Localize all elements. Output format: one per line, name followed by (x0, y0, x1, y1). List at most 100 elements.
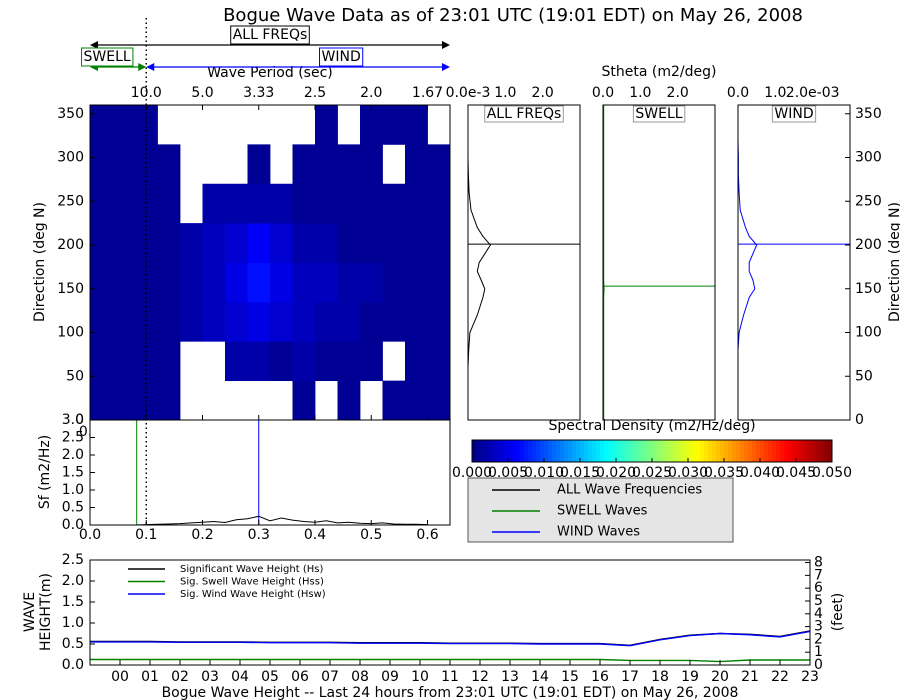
band-label-box (319, 47, 364, 67)
arrow-head (90, 41, 98, 49)
y-tick-label: 2.5 (62, 430, 84, 446)
heatmap-cell (292, 301, 316, 342)
heatmap-cell (247, 341, 271, 382)
colorbar-segment (524, 440, 529, 462)
y-tick-label: 0.0 (62, 657, 84, 673)
heatmap-cell (315, 262, 338, 303)
colorbar-segment (760, 440, 765, 462)
x-tick-label: 13 (501, 669, 519, 685)
x-tick-label: 06 (291, 669, 309, 685)
colorbar-segment (572, 440, 577, 462)
heatmap-cell (270, 301, 293, 342)
colorbar-segment (808, 440, 813, 462)
colorbar-tick-label: 0.045 (776, 465, 816, 481)
colorbar-segment (544, 440, 549, 462)
direction-profile (467, 105, 492, 420)
x-tick-label: 00 (111, 669, 129, 685)
spectrum-bg (90, 420, 450, 525)
colorbar-segment (812, 440, 817, 462)
heatmap-cell (202, 223, 226, 263)
colorbar-segment (624, 440, 629, 462)
y-tick-label: 350 (57, 106, 84, 122)
heatmap-cell (337, 341, 361, 382)
heatmap-cell (112, 262, 136, 303)
colorbar-segment (660, 440, 665, 462)
heatmap-cell (315, 105, 338, 145)
heatmap-cell (405, 223, 428, 263)
colorbar-segment (492, 440, 497, 462)
heatmap-cell (90, 301, 113, 342)
heatmap-cell (292, 262, 316, 303)
y-tick-label: 2.0 (62, 447, 84, 463)
y-tick-label: 3.0 (62, 412, 84, 428)
colorbar-segment (488, 440, 493, 462)
colorbar-segment (828, 440, 833, 462)
heatmap-cell (360, 144, 383, 185)
legend-label: Sig. Swell Wave Height (Hss) (180, 577, 324, 588)
colorbar-segment (676, 440, 681, 462)
heatmap-cell (90, 105, 113, 145)
colorbar-segment (640, 440, 645, 462)
colorbar-tick-label: 0.030 (668, 465, 708, 481)
heatmap-cell (202, 183, 226, 224)
colorbar-segment (672, 440, 677, 462)
y2-tick-label: 6 (814, 580, 823, 596)
y-tick-label: 300 (855, 150, 882, 166)
colorbar-segment (804, 440, 809, 462)
band-label-box (81, 47, 134, 67)
heatmap-cell (112, 223, 136, 263)
colorbar-segment (560, 440, 565, 462)
x-tick-label: 10 (411, 669, 429, 685)
period-tick-label: 2.0 (360, 85, 382, 101)
x-tick-label: 0.0e-3 (446, 85, 491, 101)
heatmap-cell (315, 301, 338, 342)
y-tick-label: 0.0 (62, 517, 84, 533)
colorbar-segment (596, 440, 601, 462)
heatmap-cell (90, 144, 113, 185)
x-tick-label: 1.0 (629, 85, 651, 101)
heatmap-cell (337, 380, 361, 421)
colorbar-segment (656, 440, 661, 462)
y-tick-label: 2.0 (62, 573, 84, 589)
colorbar-segment (484, 440, 489, 462)
heatmap-cell (247, 223, 271, 263)
x-tick-label: 2.0 (532, 85, 554, 101)
period-tick-label: 2.5 (304, 85, 326, 101)
colorbar-segment (800, 440, 805, 462)
y2-tick-label: 0 (814, 657, 823, 673)
x-tick-label: 0.6 (416, 527, 438, 543)
y-tick-label: 2.5 (62, 552, 84, 568)
colorbar-tick-label: 0.020 (596, 465, 636, 481)
period-tick-label: 10.0 (131, 85, 162, 101)
y-tick-label: 1.0 (62, 615, 84, 631)
x-tick-label: 17 (621, 669, 639, 685)
colorbar-segment (704, 440, 709, 462)
colorbar-segment (796, 440, 801, 462)
heatmap-cell (337, 183, 361, 224)
heatmap-cell (405, 380, 428, 421)
y-axis-label: Direction (deg N) (887, 202, 900, 322)
colorbar-segment (784, 440, 789, 462)
heatmap-cell (382, 380, 406, 421)
colorbar-segment (748, 440, 753, 462)
colorbar-segment (612, 440, 617, 462)
heatmap-cell (202, 301, 226, 342)
x-tick-label: 1.0 (494, 85, 516, 101)
direction-profile (737, 105, 758, 420)
profile-title-box (632, 105, 686, 123)
colorbar-tick-label: 0.015 (560, 465, 600, 481)
colorbar-segment (508, 440, 513, 462)
y-tick-label: 1.0 (62, 482, 84, 498)
colorbar-segment (516, 440, 521, 462)
heatmap-cell (247, 183, 271, 224)
heatmap-cell (90, 380, 113, 421)
y2-tick-label: 7 (814, 567, 823, 583)
heatmap-cell (427, 341, 451, 382)
x-tick-label: 0.3 (248, 527, 270, 543)
colorbar-segment (632, 440, 637, 462)
y-tick-label: 1.5 (62, 594, 84, 610)
heatmap-cell (112, 301, 136, 342)
profile-title-box (484, 105, 564, 123)
x-tick-label: 02 (171, 669, 189, 685)
